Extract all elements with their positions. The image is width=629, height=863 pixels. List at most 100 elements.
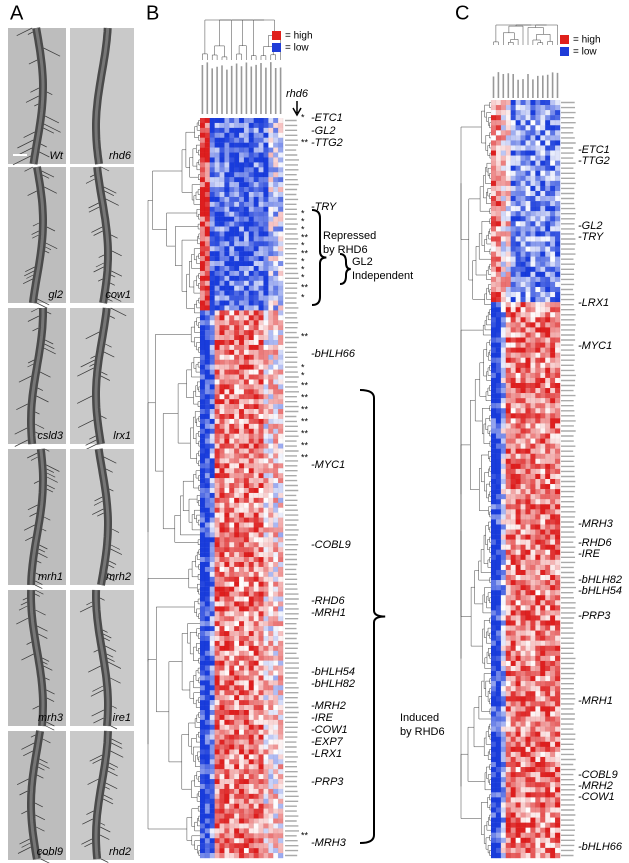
genotype-label: mrh3 [38,712,64,724]
heatmap-cell [244,355,249,360]
heatmap-cell [496,287,501,292]
heatmap-cell [268,157,273,162]
heatmap-cell [550,504,555,509]
heatmap-cell [521,181,526,186]
heatmap-cell [220,651,225,656]
heatmap-cell [200,710,205,715]
heatmap-cell [496,494,501,499]
heatmap-cell [234,537,239,542]
dendrogram [494,25,558,45]
heatmap-cell [535,514,540,519]
heatmap-cell [244,685,249,690]
heatmap-cell [268,779,273,784]
heatmap-cell [501,161,506,166]
heatmap-cell [530,484,535,489]
heatmap-cell [200,473,205,478]
heatmap-cell [491,373,496,378]
heatmap-cell [200,325,205,330]
heatmap-cell [526,358,531,363]
heatmap-cell [550,363,555,368]
heatmap-cell [268,236,273,241]
heatmap-cell [501,711,506,716]
heatmap-cell [210,453,215,458]
heatmap-cell [268,493,273,498]
heatmap-cell [239,325,244,330]
heatmap-cell [220,320,225,325]
heatmap-cell [273,187,278,192]
heatmap-cell [205,695,210,700]
heatmap-cell [200,187,205,192]
heatmap-cell [205,537,210,542]
heatmap-cell [273,162,278,167]
heatmap-cell [511,641,516,646]
heatmap-cell [244,592,249,597]
heatmap-cell [278,192,283,197]
heatmap-cell [273,251,278,256]
heatmap-cell [205,197,210,202]
heatmap-cell [220,162,225,167]
heatmap-cell [530,257,535,262]
heatmap-cell [234,148,239,153]
heatmap-cell [555,499,560,504]
heatmap-cell [491,484,496,489]
heatmap-cell [215,384,220,389]
heatmap-cell [249,167,254,172]
heatmap-cell [259,167,264,172]
heatmap-cell [496,297,501,302]
heatmap-cell [555,762,560,767]
heatmap-cell [239,177,244,182]
heatmap-cell [259,661,264,666]
heatmap-cell [263,557,268,562]
heatmap-cell [545,186,550,191]
heatmap-cell [234,310,239,315]
heatmap-cell [234,197,239,202]
heatmap-cell [545,813,550,818]
heatmap-cell [491,843,496,848]
heatmap-cell [268,740,273,745]
heatmap-cell [254,399,259,404]
heatmap-cell [229,527,234,532]
heatmap-cell [215,473,220,478]
heatmap-cell [210,833,215,838]
heatmap-cell [200,231,205,236]
heatmap-cell [535,727,540,732]
heatmap-cell [229,784,234,789]
heatmap-cell [244,123,249,128]
heatmap-cell [220,148,225,153]
heatmap-cell [555,186,560,191]
heatmap-cell [263,710,268,715]
heatmap-cell [506,151,511,156]
heatmap-cell [215,231,220,236]
heatmap-cell [273,310,278,315]
heatmap-cell [200,537,205,542]
heatmap-cell [205,601,210,606]
heatmap-cell [254,523,259,528]
heatmap-cell [506,727,511,732]
heatmap-cell [278,577,283,582]
heatmap-cell [516,398,521,403]
heatmap-cell [545,211,550,216]
heatmap-cell [530,343,535,348]
heatmap-cell [516,641,521,646]
heatmap-cell [550,332,555,337]
heatmap-cell [496,722,501,727]
heatmap-cell [205,582,210,587]
heatmap-cell [521,302,526,307]
heatmap-cell [210,823,215,828]
heatmap-cell [200,266,205,271]
heatmap-cell [210,355,215,360]
heatmap-cell [259,207,264,212]
heatmap-cell [545,140,550,145]
heatmap-cell [234,853,239,858]
heatmap-cell [526,691,531,696]
heatmap-cell [210,350,215,355]
heatmap-cell [278,157,283,162]
heatmap-cell [215,236,220,241]
heatmap-cell [205,453,210,458]
heatmap-cell [521,338,526,343]
heatmap-cell [259,212,264,217]
heatmap-cell [200,789,205,794]
heatmap-cell [205,636,210,641]
heatmap-cell [224,730,229,735]
heatmap-cell [224,360,229,365]
